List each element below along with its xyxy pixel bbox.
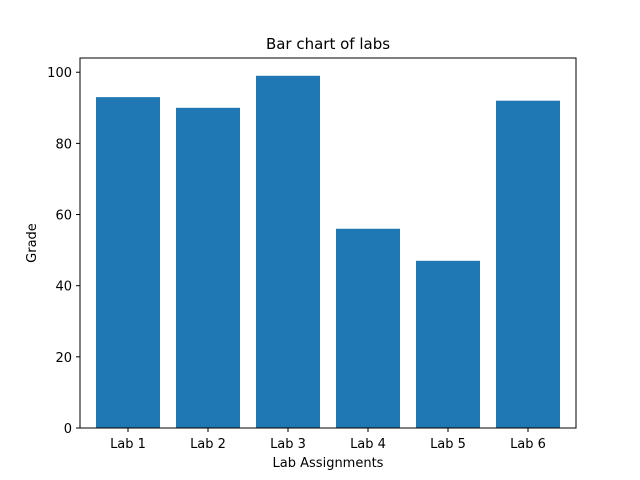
bar-5 bbox=[416, 260, 480, 428]
y-tick-label: 60 bbox=[55, 209, 72, 224]
plot-frame bbox=[79, 57, 577, 429]
bar-1 bbox=[96, 97, 160, 428]
y-axis-ticks: 0 20 40 60 80 100 bbox=[47, 66, 80, 437]
x-tick-label: Lab 6 bbox=[510, 437, 546, 452]
y-tick-label: 40 bbox=[55, 280, 72, 295]
y-tick-label: 0 bbox=[64, 422, 72, 437]
x-tick-label: Lab 5 bbox=[430, 437, 466, 452]
x-axis-label: Lab Assignments bbox=[273, 456, 384, 471]
y-tick-label: 80 bbox=[55, 137, 72, 152]
bar-3 bbox=[256, 75, 320, 429]
chart-title: Bar chart of labs bbox=[266, 35, 390, 53]
bar-6 bbox=[496, 100, 560, 428]
y-tick-label: 20 bbox=[55, 351, 72, 366]
x-tick-label: Lab 4 bbox=[350, 437, 386, 452]
y-axis-label: Grade bbox=[25, 223, 40, 263]
bars-group bbox=[96, 75, 560, 429]
x-tick-label: Lab 3 bbox=[270, 437, 306, 452]
x-axis-ticks: Lab 1 Lab 2 Lab 3 Lab 4 Lab 5 Lab 6 bbox=[110, 428, 546, 452]
bar-4 bbox=[336, 228, 400, 428]
y-tick-label: 100 bbox=[47, 66, 72, 81]
bar-2 bbox=[176, 107, 240, 429]
x-tick-label: Lab 2 bbox=[190, 437, 226, 452]
x-tick-label: Lab 1 bbox=[110, 437, 146, 452]
